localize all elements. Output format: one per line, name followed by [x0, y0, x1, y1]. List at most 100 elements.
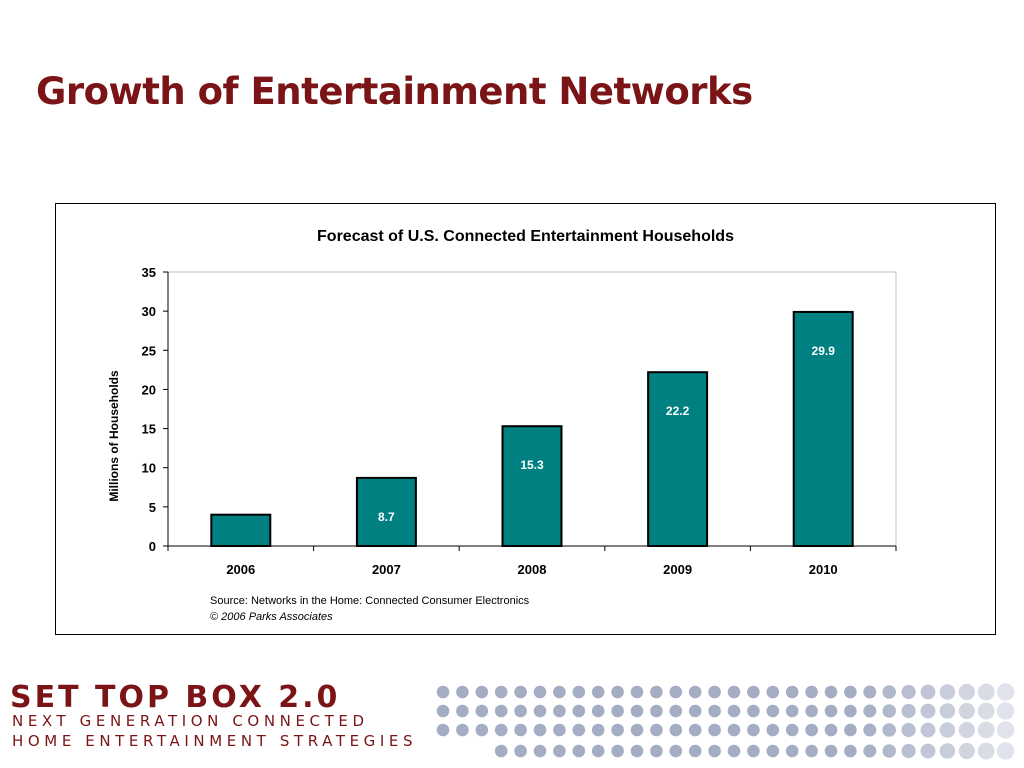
- data-label-2008: 15.3: [520, 458, 544, 472]
- footer-dot: [863, 704, 877, 718]
- y-tick-label: 25: [142, 343, 156, 358]
- x-tick-label-2009: 2009: [663, 562, 692, 577]
- footer-dot: [958, 702, 975, 720]
- chart-title: Forecast of U.S. Connected Entertainment…: [317, 228, 734, 245]
- footer-dot: [553, 685, 566, 699]
- footer-dot: [785, 704, 799, 718]
- x-tick-label-2006: 2006: [226, 562, 255, 577]
- footer-dot: [553, 723, 566, 737]
- footer-dot: [688, 704, 702, 718]
- data-label-2007: 8.7: [378, 510, 395, 524]
- footer-dot: [475, 704, 489, 718]
- footer-dot: [436, 685, 450, 699]
- footer-dot: [939, 722, 956, 738]
- y-tick-label: 20: [142, 382, 156, 397]
- footer-dot: [688, 723, 702, 737]
- footer-dot: [572, 704, 586, 718]
- footer-dot: [630, 685, 644, 699]
- footer-dot: [553, 744, 566, 758]
- brand-logo-title: SET TOP BOX 2.0: [10, 680, 341, 715]
- chart-container: Millions of Households 0 5 10 15 20 25 30 35 4.…: [55, 203, 996, 635]
- bars-group: 4.0 8.7 15.3 22.2 29.9: [210, 310, 854, 561]
- footer-dot: [996, 721, 1015, 739]
- footer-dot: [939, 703, 956, 719]
- y-axis-label: Millions of Households: [107, 370, 121, 502]
- footer-dot: [844, 723, 857, 737]
- footer-dot: [785, 723, 799, 737]
- footer-dot: [650, 723, 663, 737]
- footer-dot: [977, 683, 995, 701]
- footer-dot: [494, 723, 508, 737]
- footer-dot: [766, 723, 780, 737]
- slide-title: Growth of Entertainment Networks: [36, 70, 753, 113]
- footer-dot: [475, 685, 489, 699]
- y-tick-label: 0: [149, 539, 156, 554]
- footer-dot: [688, 744, 702, 758]
- footer-dot: [958, 721, 975, 739]
- y-tick-label: 15: [142, 422, 156, 437]
- bar-2006: [210, 513, 272, 547]
- x-tick-label-2007: 2007: [372, 562, 401, 577]
- footer-dot: [591, 744, 605, 758]
- brand-tagline-2: HOME ENTERTAINMENT STRATEGIES: [12, 732, 418, 750]
- footer-dot: [882, 744, 896, 758]
- footer-dot: [669, 744, 683, 758]
- footer-dot: [727, 685, 741, 699]
- footer-dot: [824, 685, 838, 699]
- footer-dot: [996, 683, 1015, 701]
- footer-dot: [901, 722, 916, 738]
- data-label-2010: 29.9: [812, 344, 836, 358]
- footer-dot: [747, 744, 760, 758]
- footer-dot: [824, 704, 838, 718]
- footer-dot: [747, 704, 760, 718]
- data-label-2006: 4.0: [232, 547, 249, 561]
- footer-dot: [494, 744, 508, 758]
- footer-dot: [611, 723, 624, 737]
- footer-dot: [533, 723, 547, 737]
- footer-dot: [456, 685, 469, 699]
- footer-dot-pattern: [436, 683, 1015, 760]
- x-tick-label-2008: 2008: [518, 562, 547, 577]
- y-tick-label: 10: [142, 461, 156, 476]
- footer-dot: [747, 723, 760, 737]
- footer-dot: [996, 742, 1015, 760]
- footer-dot: [650, 744, 663, 758]
- footer-dot: [650, 704, 663, 718]
- footer-dot: [844, 704, 857, 718]
- footer-dot: [650, 685, 663, 699]
- footer-dot: [901, 703, 916, 719]
- brand-tagline-1: NEXT GENERATION CONNECTED: [12, 712, 369, 730]
- footer-dot: [514, 685, 527, 699]
- x-tick-label-2010: 2010: [809, 562, 838, 577]
- footer-dot: [863, 685, 877, 699]
- footer-dot: [901, 684, 916, 700]
- footer-dot: [436, 704, 450, 718]
- footer-dot: [958, 742, 975, 760]
- footer-dot: [591, 685, 605, 699]
- footer-dot: [591, 704, 605, 718]
- y-tick-label: 30: [142, 304, 156, 319]
- footer-dot: [708, 704, 721, 718]
- footer-dot: [669, 685, 683, 699]
- footer-dot: [572, 685, 586, 699]
- footer-dot: [977, 702, 995, 720]
- footer-dot: [766, 704, 780, 718]
- footer-dot: [727, 704, 741, 718]
- footer-dot: [514, 704, 527, 718]
- footer-dot: [494, 704, 508, 718]
- x-axis: 2006 2007 2008 2009 2010: [167, 545, 897, 577]
- footer-dot: [863, 744, 877, 758]
- footer-dot: [747, 685, 760, 699]
- footer-dot: [456, 723, 469, 737]
- footer-dot: [708, 744, 721, 758]
- footer-dot: [533, 704, 547, 718]
- bar-chart: Millions of Households 0 5 10 15 20 25 30 35 4.…: [107, 265, 897, 577]
- footer-dot: [958, 683, 975, 701]
- footer-dot: [824, 723, 838, 737]
- footer-dot: [591, 723, 605, 737]
- footer-dot: [669, 723, 683, 737]
- footer-dot: [727, 744, 741, 758]
- footer-dot: [766, 685, 780, 699]
- footer-dot: [669, 704, 683, 718]
- footer-dot: [977, 721, 995, 739]
